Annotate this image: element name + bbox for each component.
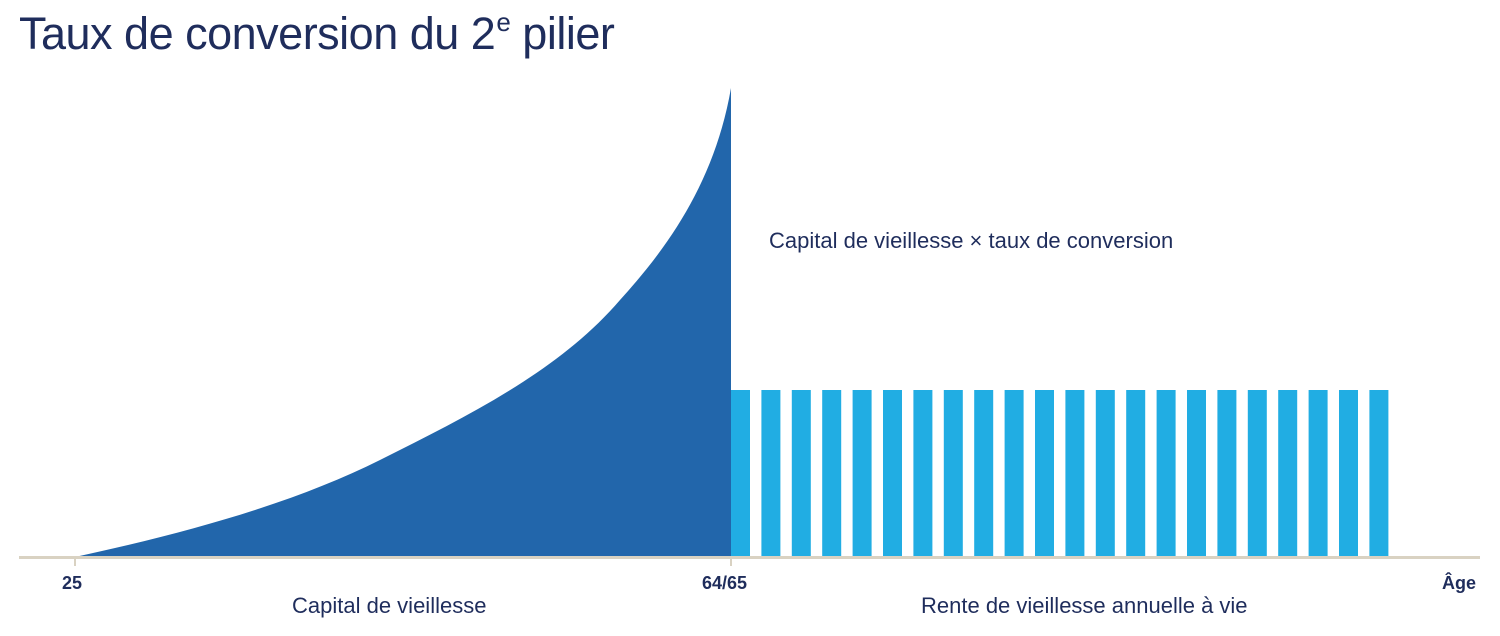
tick-label-25: 25 bbox=[62, 573, 83, 593]
annuity-bars bbox=[731, 390, 1389, 557]
annuity-bar bbox=[1126, 390, 1146, 557]
tick-label-65: 64/65 bbox=[702, 573, 748, 593]
annuity-bar bbox=[731, 390, 750, 557]
annuity-bar bbox=[1278, 390, 1298, 557]
annuity-bar bbox=[913, 390, 933, 557]
caption-annuity: Rente de vieillesse annuelle à vie bbox=[921, 593, 1248, 618]
axis-end-label: Âge bbox=[1442, 573, 1477, 593]
annuity-bar bbox=[1187, 390, 1206, 557]
annuity-bar bbox=[761, 390, 781, 557]
chart-title: Taux de conversion du 2e pilier bbox=[19, 7, 615, 60]
annuity-bar bbox=[1035, 390, 1054, 557]
annuity-bar bbox=[1156, 390, 1176, 557]
annuity-bar bbox=[1004, 390, 1024, 557]
annuity-bar bbox=[1308, 390, 1328, 557]
annuity-bar bbox=[791, 390, 811, 557]
annuity-bar bbox=[822, 390, 842, 557]
annuity-bar bbox=[1247, 390, 1267, 557]
annuity-bar bbox=[1065, 390, 1085, 557]
annuity-bar bbox=[1369, 390, 1389, 557]
title-superscript: e bbox=[496, 7, 511, 37]
capital-area bbox=[75, 88, 731, 557]
annuity-bar bbox=[1217, 390, 1237, 557]
annuity-bar bbox=[974, 390, 994, 557]
title-suffix: pilier bbox=[510, 8, 615, 59]
conversion-annotation: Capital de vieillesse × taux de conversi… bbox=[769, 228, 1174, 253]
annuity-bar bbox=[883, 390, 902, 557]
caption-capital: Capital de vieillesse bbox=[292, 593, 487, 618]
annuity-bar bbox=[943, 390, 963, 557]
annuity-bar bbox=[1095, 390, 1115, 557]
annuity-bar bbox=[1339, 390, 1358, 557]
annuity-bar bbox=[852, 390, 872, 557]
title-text: Taux de conversion du 2 bbox=[19, 8, 496, 59]
